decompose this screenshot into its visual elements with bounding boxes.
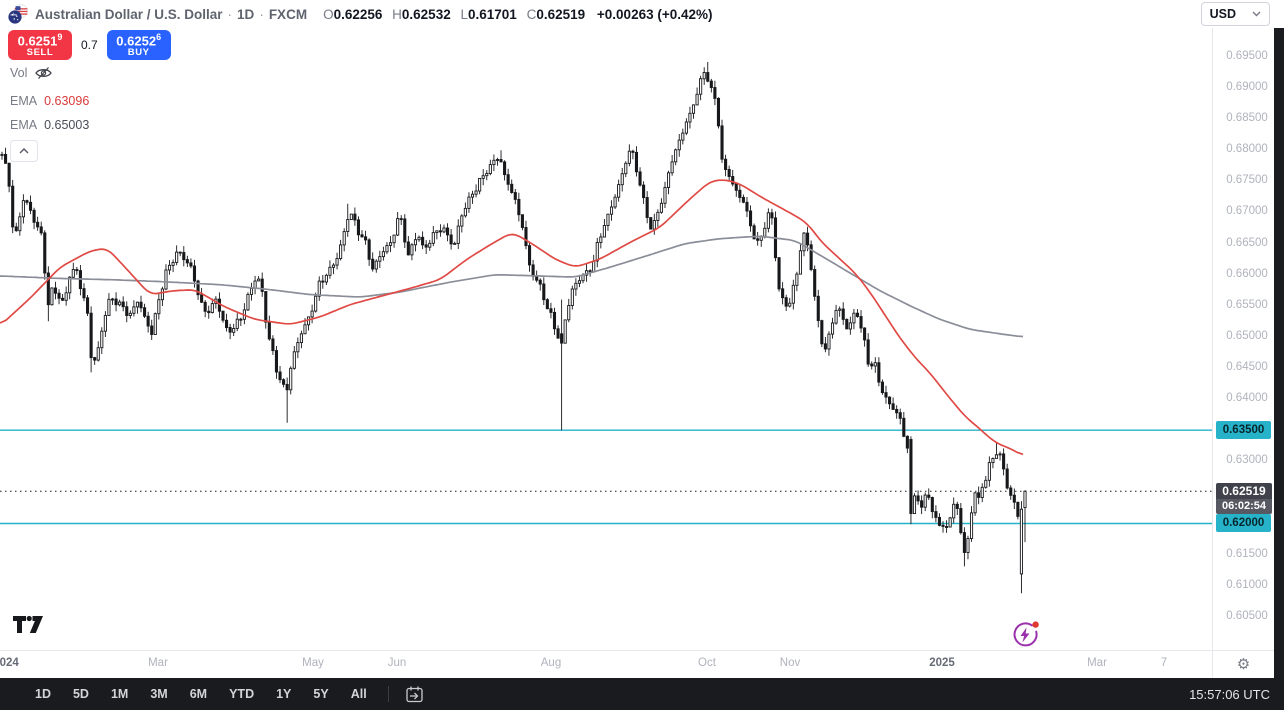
- buy-price: 0.6252: [116, 32, 157, 48]
- price-tick: 0.61500: [1226, 548, 1268, 560]
- low-value: 0.61701: [468, 6, 517, 22]
- symbol-exchange: FXCM: [268, 6, 308, 22]
- time-tick: Aug: [540, 657, 562, 669]
- price-tick: 0.61000: [1226, 579, 1268, 591]
- chevron-up-icon: [19, 148, 29, 154]
- spread-value: 0.7: [81, 38, 98, 52]
- range-All-button[interactable]: All: [340, 683, 378, 705]
- sell-price: 0.6251: [17, 32, 58, 48]
- high-label: H: [392, 6, 402, 22]
- open-value: 0.62256: [333, 6, 383, 22]
- time-tick: Mar: [1087, 657, 1107, 669]
- range-selector: 1D 5D 1M 3M 6M YTD 1Y 5Y All: [24, 683, 378, 705]
- symbol-title[interactable]: Australian Dollar / U.S. Dollar: [35, 6, 223, 22]
- price-tick: 0.64000: [1226, 392, 1268, 404]
- time-tick: Jun: [387, 657, 407, 669]
- volume-legend-row: Vol: [10, 66, 53, 80]
- time-tick: Nov: [779, 657, 801, 669]
- current-price-label: 0.62519 06:02:54: [1216, 483, 1272, 514]
- ema-slow-legend-row: EMA 0.65003: [10, 118, 89, 132]
- price-tick: 0.68000: [1226, 143, 1268, 155]
- range-YTD-button[interactable]: YTD: [218, 683, 265, 705]
- time-tick: 7: [1160, 657, 1168, 669]
- bar-countdown: 06:02:54: [1216, 499, 1272, 514]
- currency-dropdown[interactable]: USD: [1200, 2, 1270, 26]
- toolbar-divider: [387, 686, 389, 702]
- price-tick: 0.66000: [1226, 268, 1268, 280]
- ema-fast-value: 0.63096: [44, 94, 90, 108]
- currency-value: USD: [1209, 7, 1236, 21]
- sell-price-sup: 9: [57, 31, 63, 42]
- range-6M-button[interactable]: 6M: [179, 683, 218, 705]
- tradingview-logo[interactable]: [12, 615, 44, 639]
- range-1D-button[interactable]: 1D: [24, 683, 62, 705]
- ema-fast-legend-row: EMA 0.63096: [10, 94, 89, 108]
- utc-clock: 15:57:06 UTC: [1189, 686, 1270, 702]
- ema-fast-label: EMA: [10, 94, 38, 108]
- open-label: O: [323, 6, 334, 22]
- right-edge-panel: [1274, 28, 1284, 678]
- change-value: +0.00263 (+0.42%): [596, 6, 713, 22]
- price-tick: 0.67000: [1226, 205, 1268, 217]
- time-tick: Oct: [698, 657, 716, 669]
- time-axis[interactable]: 2024 Mar May Jun Aug Oct Nov 2025 Mar 7: [0, 650, 1212, 678]
- price-tick: 0.69000: [1226, 81, 1268, 93]
- buy-price-sup: 6: [156, 31, 162, 42]
- price-tick: 0.60500: [1226, 610, 1268, 622]
- order-panel: 0.62519 SELL 0.7 0.62526 BUY: [8, 30, 171, 60]
- price-tick: 0.68500: [1226, 112, 1268, 124]
- separator-dot: ·: [227, 6, 233, 22]
- range-3M-button[interactable]: 3M: [139, 683, 178, 705]
- time-tick: 2024: [0, 657, 19, 669]
- price-tick: 0.67500: [1226, 174, 1268, 186]
- sell-button[interactable]: 0.62519 SELL: [8, 30, 72, 60]
- buy-button[interactable]: 0.62526 BUY: [106, 30, 171, 60]
- support-level-label: 0.62000: [1216, 514, 1271, 532]
- chevron-down-icon: [1252, 11, 1261, 17]
- axis-corner: ⚙: [1212, 650, 1274, 678]
- buy-label: BUY: [127, 46, 150, 58]
- time-tick: Mar: [148, 657, 168, 669]
- legend-collapse-button[interactable]: [10, 140, 38, 162]
- range-5Y-button[interactable]: 5Y: [302, 683, 339, 705]
- range-1Y-button[interactable]: 1Y: [265, 683, 302, 705]
- symbol-header: Australian Dollar / U.S. Dollar · 1D · F…: [0, 0, 1284, 28]
- eye-off-icon[interactable]: [34, 66, 53, 80]
- close-label: C: [526, 6, 537, 22]
- candles-layer: [0, 62, 1027, 594]
- range-1M-button[interactable]: 1M: [100, 683, 139, 705]
- separator-dot: ·: [259, 6, 264, 22]
- price-chart[interactable]: [0, 28, 1212, 650]
- price-tick: 0.65500: [1226, 299, 1268, 311]
- price-axis[interactable]: 0.69500 0.69000 0.68500 0.68000 0.67500 0.670…: [1212, 28, 1274, 650]
- pair-flag-icon: [8, 4, 28, 24]
- sell-label: SELL: [26, 46, 54, 58]
- time-tick: 2025: [929, 657, 955, 669]
- close-value: 0.62519: [536, 6, 586, 22]
- calendar-icon: [406, 686, 423, 702]
- high-value: 0.62532: [401, 6, 451, 22]
- ema-slow-value: 0.65003: [44, 118, 90, 132]
- price-tick: 0.64500: [1226, 361, 1268, 373]
- time-tick: May: [302, 657, 324, 669]
- axis-settings-gear-icon[interactable]: ⚙: [1236, 656, 1251, 673]
- price-tick: 0.66500: [1226, 237, 1268, 249]
- ohlc-values: O0.62256 H0.62532 L0.61701 C0.62519 +0.0…: [317, 7, 712, 22]
- current-price-value: 0.62519: [1216, 483, 1272, 499]
- range-5D-button[interactable]: 5D: [62, 683, 100, 705]
- vol-label: Vol: [10, 66, 28, 80]
- symbol-interval[interactable]: 1D: [237, 6, 255, 22]
- low-label: L: [460, 6, 468, 22]
- price-tick: 0.65000: [1226, 330, 1268, 342]
- price-tick: 0.69500: [1226, 50, 1268, 62]
- go-to-date-button[interactable]: [399, 683, 430, 706]
- flash-events-icon[interactable]: [1007, 617, 1043, 658]
- price-tick: 0.63000: [1226, 454, 1268, 466]
- resistance-level-label: 0.63500: [1216, 421, 1271, 439]
- ema-slow-label: EMA: [10, 118, 38, 132]
- bottom-toolbar: 1D 5D 1M 3M 6M YTD 1Y 5Y All 15:57:06 UTC: [0, 678, 1284, 710]
